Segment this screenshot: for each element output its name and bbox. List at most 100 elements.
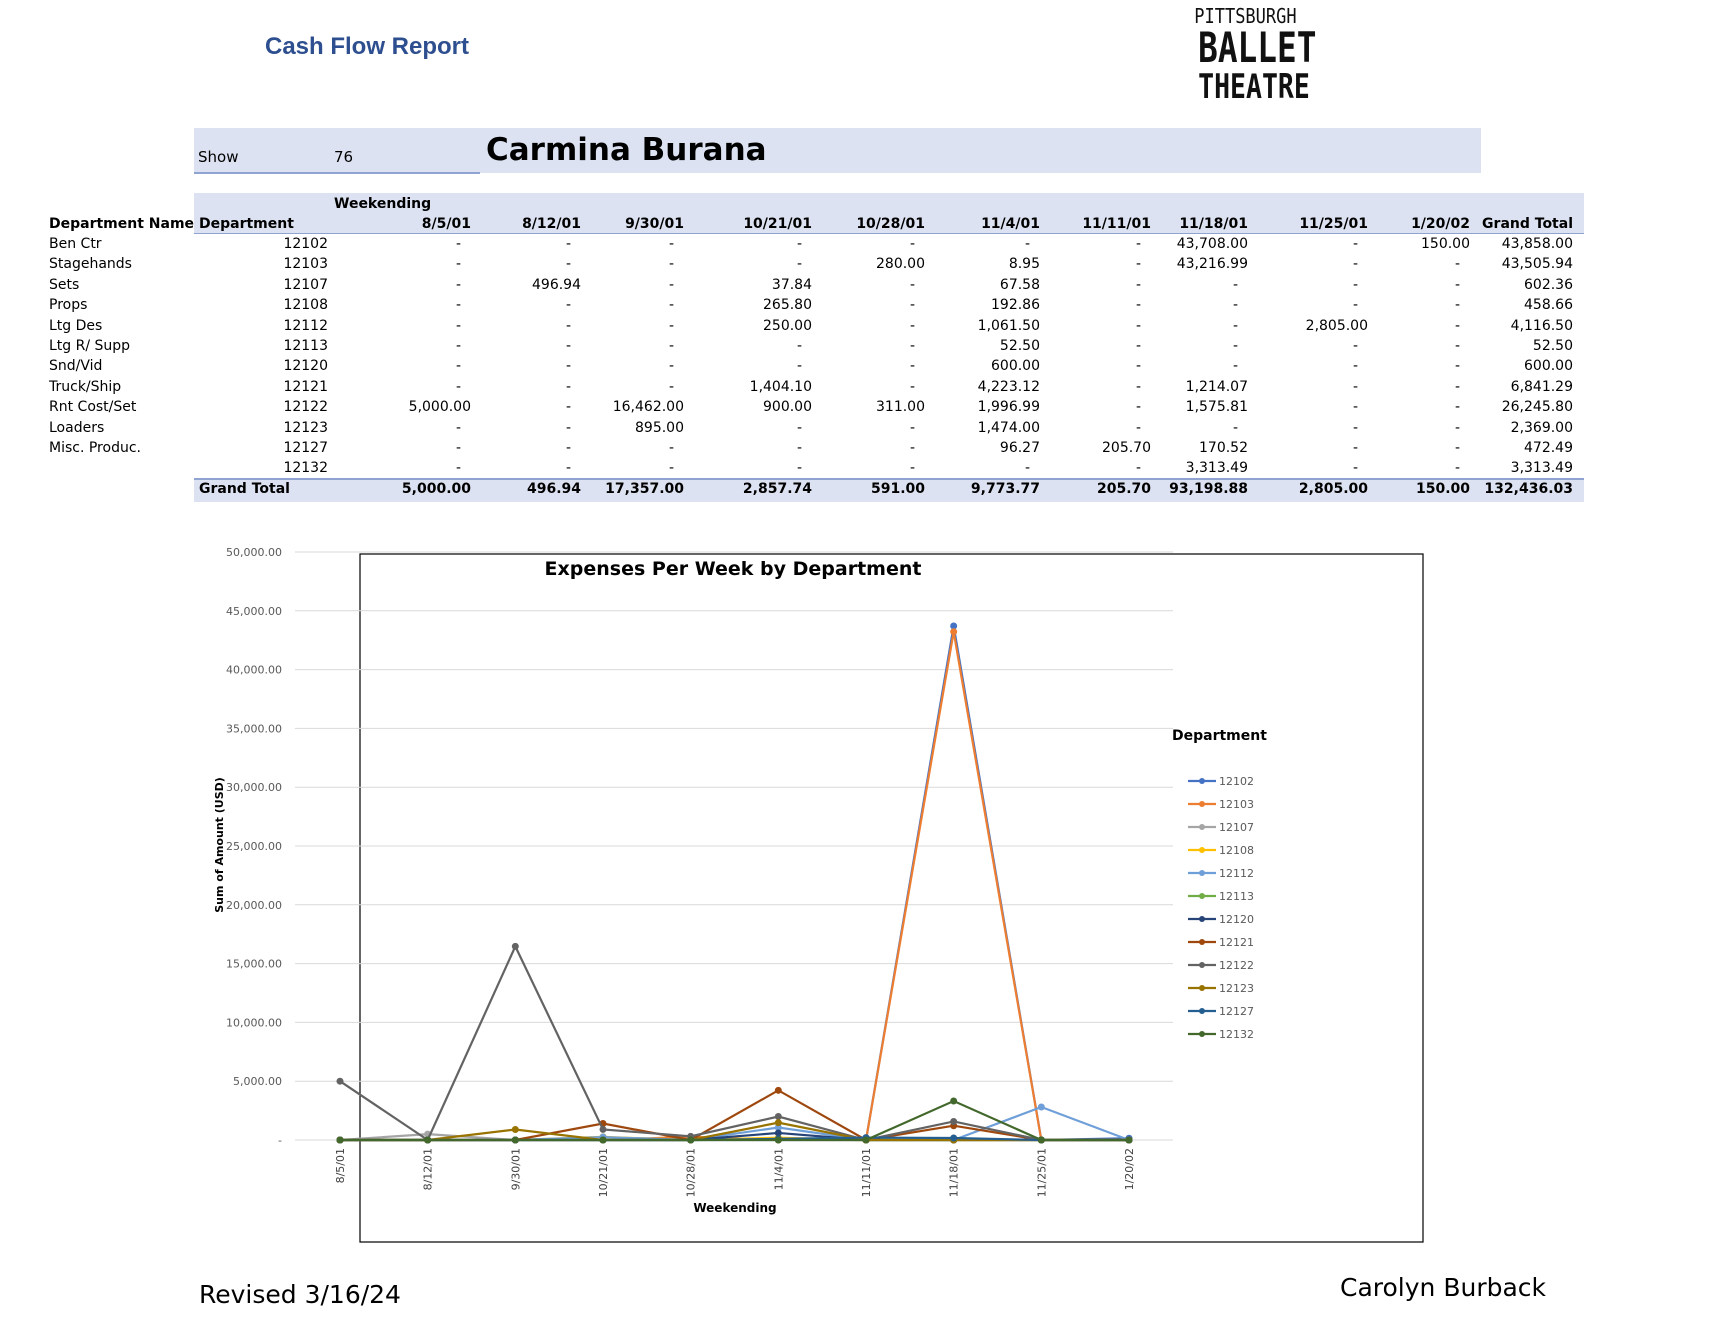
legend-marker-12103 [1199, 801, 1205, 807]
grand-total-cell: 496.94 [526, 481, 581, 497]
grand-total-cell: 2,805.00 [1298, 481, 1368, 497]
grand-total-cell: 93,198.88 [1169, 481, 1248, 497]
row-value-cell: - [455, 236, 461, 252]
col-header-department: Department [199, 216, 294, 232]
show-label: Show [198, 148, 239, 166]
show-field-underline [194, 128, 480, 174]
data-point-12122 [599, 1125, 607, 1133]
x-tick-label: 11/25/01 [1035, 1148, 1048, 1197]
row-value-cell: 1,061.50 [977, 317, 1040, 334]
row-value-cell: 250.00 [763, 317, 812, 334]
row-value-cell: 2,805.00 [1305, 317, 1368, 334]
row-value-cell: - [1135, 419, 1141, 436]
row-value-cell: - [1135, 460, 1141, 477]
row-value-cell: 8.95 [1008, 256, 1040, 273]
row-value-cell: - [796, 440, 802, 456]
row-grand-total: 3,313.49 [1510, 460, 1573, 477]
row-value-cell: 96.27 [999, 440, 1040, 456]
y-tick-label: 30,000.00 [226, 781, 282, 794]
row-department-code: 12127 [283, 440, 328, 456]
row-value-cell: - [1352, 419, 1358, 436]
row-value-cell: 52.50 [999, 338, 1040, 354]
row-value-cell: - [1454, 440, 1460, 456]
row-value-cell: - [668, 256, 674, 273]
row-value-cell: - [1454, 358, 1460, 375]
row-value-cell: - [1454, 378, 1460, 395]
row-value-cell: - [1135, 256, 1141, 273]
row-value-cell: - [1352, 338, 1358, 354]
data-point-12132 [336, 1136, 344, 1144]
row-value-cell: 1,474.00 [977, 419, 1040, 436]
row-department-code: 12108 [283, 297, 328, 314]
grand-total-cell: 205.70 [1096, 481, 1151, 497]
row-value-cell: - [1454, 460, 1460, 477]
legend-marker-12120 [1199, 916, 1205, 922]
row-grand-total: 458.66 [1524, 297, 1573, 314]
col-header-date: 11/25/01 [1299, 216, 1368, 232]
row-value-cell: - [455, 419, 461, 436]
row-value-cell: 900.00 [763, 399, 812, 416]
x-tick-label: 9/30/01 [509, 1148, 522, 1190]
x-axis-label: Weekending [693, 1201, 776, 1215]
data-point-12122 [774, 1113, 782, 1121]
row-value-cell: 3,313.49 [1185, 460, 1248, 477]
legend-marker-12108 [1199, 847, 1205, 853]
row-department-name: Sets [49, 276, 80, 293]
row-value-cell: - [565, 338, 571, 354]
row-value-cell: - [1352, 378, 1358, 395]
row-value-cell: - [1135, 358, 1141, 375]
x-tick-label: 10/21/01 [597, 1148, 610, 1197]
legend-marker-12112 [1199, 870, 1205, 876]
row-value-cell: - [565, 440, 571, 456]
legend-marker-12121 [1199, 939, 1205, 945]
row-department-code: 12112 [283, 317, 328, 334]
row-value-cell: - [455, 460, 461, 477]
data-point-12132 [511, 1136, 519, 1144]
row-value-cell: - [1135, 338, 1141, 354]
legend-label-12132: 12132 [1219, 1028, 1254, 1041]
row-value-cell: - [796, 338, 802, 354]
x-tick-label: 11/18/01 [948, 1148, 961, 1197]
grand-total-cell: 9,773.77 [970, 481, 1040, 497]
row-value-cell: - [1454, 338, 1460, 354]
y-tick-label: 50,000.00 [226, 546, 282, 559]
row-value-cell: - [1352, 440, 1358, 456]
legend-marker-12122 [1199, 962, 1205, 968]
x-tick-label: 10/28/01 [685, 1148, 698, 1197]
show-number: 76 [334, 148, 354, 166]
row-value-cell: - [565, 256, 571, 273]
report-title: Cash Flow Report [265, 33, 470, 60]
row-value-cell: 1,575.81 [1185, 399, 1248, 416]
row-value-cell: - [1232, 419, 1238, 436]
row-value-cell: - [668, 236, 674, 252]
grand-total-overall: 132,436.03 [1484, 481, 1573, 497]
series-line-12103 [340, 631, 1129, 1142]
data-point-12132 [774, 1136, 782, 1144]
row-value-cell: - [565, 236, 571, 252]
row-value-cell: 5,000.00 [408, 399, 471, 416]
data-point-12121 [774, 1086, 782, 1094]
row-value-cell: - [1454, 276, 1460, 293]
row-value-cell: - [668, 358, 674, 375]
row-value-cell: - [565, 378, 571, 395]
legend-title: Department [1172, 728, 1267, 744]
row-value-cell: 205.70 [1102, 440, 1151, 456]
data-point-12132 [1125, 1136, 1133, 1144]
data-point-12102 [950, 622, 958, 630]
row-value-cell: - [1232, 358, 1238, 375]
row-value-cell: - [668, 378, 674, 395]
row-grand-total: 2,369.00 [1510, 419, 1573, 436]
col-header-date: 11/4/01 [981, 216, 1040, 232]
row-value-cell: - [668, 440, 674, 456]
row-value-cell: - [796, 460, 802, 477]
row-value-cell: 1,996.99 [977, 399, 1040, 416]
grand-total-cell: 150.00 [1415, 481, 1470, 497]
row-value-cell: - [455, 378, 461, 395]
col-header-date: 8/12/01 [522, 216, 581, 232]
legend-label-12102: 12102 [1219, 775, 1254, 788]
row-value-cell: - [1352, 276, 1358, 293]
row-value-cell: - [1352, 256, 1358, 273]
col-header-date: 10/28/01 [856, 216, 925, 232]
legend-label-12123: 12123 [1219, 982, 1254, 995]
col-header-date: 11/11/01 [1082, 216, 1151, 232]
